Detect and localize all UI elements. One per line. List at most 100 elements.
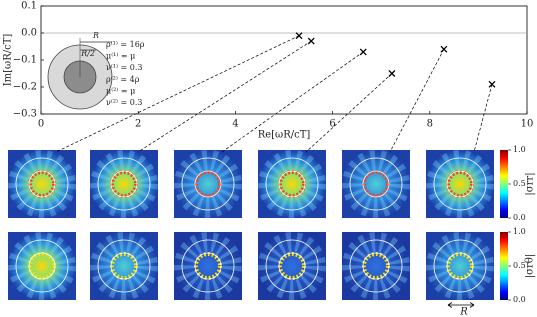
x-tick-label: 4 bbox=[232, 119, 238, 130]
y-axis-label: Im[ωR/cT] bbox=[3, 34, 14, 87]
spokes bbox=[342, 150, 410, 218]
outer-boundary bbox=[349, 239, 403, 293]
spokes bbox=[258, 150, 326, 218]
hot-ring bbox=[362, 170, 390, 198]
spokes bbox=[258, 232, 326, 300]
panel-bg bbox=[90, 150, 158, 218]
hot-ring bbox=[28, 252, 56, 280]
spokes bbox=[90, 150, 158, 218]
spokes bbox=[174, 150, 242, 218]
eigen-point bbox=[488, 80, 496, 88]
inner-boundary bbox=[28, 170, 56, 198]
panel-bg bbox=[426, 232, 494, 300]
inner-boundary bbox=[362, 252, 390, 280]
inner-boundary bbox=[446, 170, 474, 198]
x-tick-label: 8 bbox=[427, 119, 433, 130]
colorbar bbox=[500, 232, 508, 300]
inner-boundary bbox=[446, 252, 474, 280]
outer-boundary bbox=[265, 157, 319, 211]
connector bbox=[389, 49, 445, 153]
inner-boundary bbox=[278, 252, 306, 280]
field-panel bbox=[8, 150, 76, 218]
spokes bbox=[426, 150, 494, 218]
hot-ring bbox=[446, 252, 474, 280]
inner-boundary bbox=[110, 252, 138, 280]
outer-boundary bbox=[433, 239, 487, 293]
spokes bbox=[342, 232, 410, 300]
inset-param: ν⁽¹⁾ = 0.3 bbox=[106, 63, 143, 72]
outer-boundary bbox=[181, 239, 235, 293]
field-panel bbox=[258, 150, 326, 218]
field-panel bbox=[174, 232, 242, 300]
connector bbox=[221, 51, 364, 153]
inset-param: ν⁽²⁾ = 0.3 bbox=[106, 98, 143, 107]
colorbar bbox=[500, 150, 508, 218]
inner-boundary bbox=[362, 170, 390, 198]
inner-boundary bbox=[278, 170, 306, 198]
field-panel bbox=[342, 232, 410, 300]
panel-bg bbox=[258, 232, 326, 300]
outer-boundary bbox=[97, 239, 151, 293]
outer-boundary bbox=[349, 157, 403, 211]
outer-boundary bbox=[265, 239, 319, 293]
panel-bg bbox=[258, 150, 326, 218]
eigen-point bbox=[440, 45, 448, 53]
x-tick-label: 0 bbox=[38, 119, 44, 130]
colorbar-tick-label: 1.0 bbox=[513, 227, 526, 236]
outer-boundary bbox=[15, 157, 69, 211]
connector bbox=[137, 40, 312, 153]
hot-ring bbox=[28, 170, 56, 198]
scale-label: R bbox=[459, 307, 468, 317]
hot-ring bbox=[194, 170, 222, 198]
hot-ring bbox=[194, 252, 222, 280]
spokes bbox=[90, 232, 158, 300]
y-tick-label: 0.1 bbox=[21, 1, 37, 12]
field-panel bbox=[426, 150, 494, 218]
x-tick-label: 2 bbox=[135, 119, 141, 130]
x-axis-label: Re[ωR/cT] bbox=[258, 130, 311, 141]
panel-bg bbox=[8, 150, 76, 218]
scale-arrow bbox=[447, 302, 475, 308]
inset-param: μ⁽²⁾ = μ bbox=[106, 86, 135, 95]
spokes bbox=[8, 232, 76, 300]
inset: R R/2 bbox=[47, 31, 113, 110]
outer-boundary bbox=[181, 157, 235, 211]
hot-ring bbox=[278, 252, 306, 280]
panel-bg bbox=[8, 232, 76, 300]
field-panel bbox=[90, 150, 158, 218]
x-tick-label: 6 bbox=[329, 119, 335, 130]
colorbar-tick-label: 0.5 bbox=[513, 179, 526, 188]
radius-label: R bbox=[92, 31, 99, 40]
colorbar-tick-label: 1.0 bbox=[513, 145, 526, 154]
panel-bg bbox=[426, 150, 494, 218]
colorbar-label: |σrθ| bbox=[525, 254, 536, 278]
field-panel bbox=[342, 150, 410, 218]
hot-ring bbox=[110, 252, 138, 280]
eigen-point bbox=[307, 37, 315, 45]
colorbar-tick-label: 0.5 bbox=[513, 261, 526, 270]
y-tick-label: −0.1 bbox=[13, 55, 37, 66]
y-tick-label: −0.2 bbox=[13, 82, 37, 93]
inner-boundary bbox=[194, 170, 222, 198]
inner-boundary bbox=[28, 252, 56, 280]
inset-param: ρ⁽²⁾ = 4ρ bbox=[106, 75, 140, 84]
y-tick-label: −0.3 bbox=[13, 109, 37, 120]
outer-boundary bbox=[15, 239, 69, 293]
eigen-point bbox=[359, 48, 367, 56]
eigen-point bbox=[295, 32, 303, 40]
x-tick-label: 10 bbox=[521, 119, 534, 130]
half-radius-label: R/2 bbox=[80, 49, 95, 58]
spokes bbox=[426, 232, 494, 300]
connector bbox=[473, 84, 493, 153]
field-panel bbox=[258, 232, 326, 300]
colorbar-tick-label: 0.0 bbox=[513, 213, 526, 222]
inset-param: μ⁽¹⁾ = μ bbox=[106, 52, 135, 61]
outer-boundary bbox=[433, 157, 487, 211]
spokes bbox=[174, 232, 242, 300]
outer-boundary bbox=[97, 157, 151, 211]
field-panel bbox=[90, 232, 158, 300]
inner-boundary bbox=[194, 252, 222, 280]
eigen-point bbox=[388, 70, 396, 77]
panel-bg bbox=[342, 150, 410, 218]
connector bbox=[305, 73, 393, 153]
